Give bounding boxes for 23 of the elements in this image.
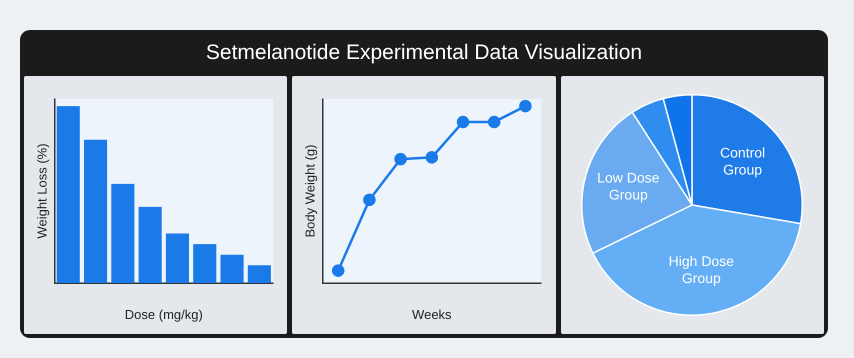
x-axis-title: Weeks bbox=[412, 306, 452, 322]
point bbox=[519, 100, 532, 112]
point bbox=[488, 116, 500, 128]
slice-label: Control Group bbox=[720, 144, 766, 178]
bar bbox=[247, 265, 271, 283]
y-axis-title: Body Weight (g) bbox=[302, 144, 318, 238]
x-axis-title: Dose (mg/kg) bbox=[124, 306, 202, 322]
bar bbox=[220, 254, 244, 283]
y-axis-title: Weight Loss (%) bbox=[34, 143, 50, 239]
bar bbox=[166, 233, 189, 283]
point bbox=[426, 151, 438, 164]
slice-label: Low Dose Group bbox=[597, 170, 660, 203]
point bbox=[332, 264, 344, 277]
point bbox=[363, 194, 376, 206]
bar bbox=[192, 244, 216, 283]
bar bbox=[138, 206, 162, 283]
bar bbox=[84, 140, 107, 283]
bar bbox=[56, 106, 80, 283]
bar bbox=[110, 184, 134, 283]
point bbox=[394, 152, 407, 166]
text: Setmelanotide Experimental Data Visualization bbox=[204, 40, 644, 66]
point bbox=[456, 116, 470, 128]
slice-label: High Dose Group bbox=[668, 252, 735, 286]
